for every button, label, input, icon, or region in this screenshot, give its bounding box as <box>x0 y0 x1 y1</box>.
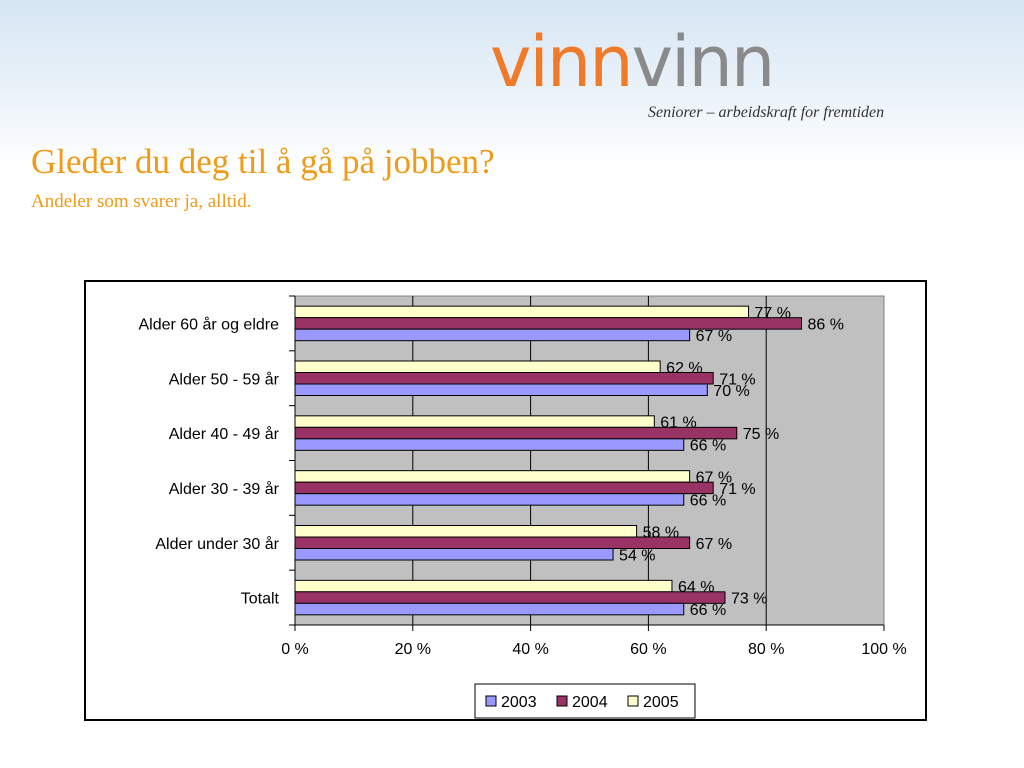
category-label: Alder 60 år og eldre <box>138 315 279 333</box>
data-label-2004: 67 % <box>696 536 732 553</box>
bar-2003 <box>294 383 708 396</box>
data-label-2003: 67 % <box>696 328 732 345</box>
plot-area <box>294 295 885 626</box>
x-tick-label: 80 % <box>748 641 784 658</box>
data-label-2003: 54 % <box>619 547 655 564</box>
bar-2004 <box>294 481 714 495</box>
legend-label-2005: 2005 <box>643 694 679 711</box>
bar-2004 <box>294 372 714 385</box>
x-tick-label: 40 % <box>512 641 548 658</box>
category-label: Totalt <box>241 591 280 608</box>
data-label-2003: 66 % <box>690 602 726 619</box>
legend-label-2003: 2003 <box>501 694 537 711</box>
data-label-2004: 86 % <box>808 316 844 333</box>
data-label-2004: 71 % <box>719 481 755 498</box>
bar-2005 <box>294 360 661 373</box>
chart-frame: 0 % 20 % 40 % 60 % 80 % 100 % Alder 60 år og e… <box>84 280 927 721</box>
data-label-2003: 66 % <box>690 492 726 509</box>
x-tick-label: 0 % <box>281 641 309 658</box>
x-tick-label: 100 % <box>861 641 906 658</box>
legend-label-2004: 2004 <box>572 694 608 711</box>
legend-swatch-2004 <box>556 695 568 707</box>
page-title: Gleder du deg til å gå på jobben? <box>31 142 495 181</box>
vinnvinn-logo: vinnvinn <box>490 21 776 103</box>
data-label-2004: 75 % <box>743 426 779 443</box>
logo-tagline: Seniorer – arbeidskraft for fremtiden <box>648 104 885 121</box>
x-tick-label: 60 % <box>630 641 666 658</box>
bar-2004 <box>294 426 738 440</box>
category-label: Alder 50 - 59 år <box>169 370 280 388</box>
bar-2005 <box>294 525 638 538</box>
legend-swatch-2005 <box>627 695 639 707</box>
bar-2005 <box>294 470 691 483</box>
bar-chart: 0 % 20 % 40 % 60 % 80 % 100 % Alder 60 år og e… <box>138 295 907 719</box>
x-tick-label: 20 % <box>395 641 431 658</box>
data-label-2004: 71 % <box>719 371 755 388</box>
bar-2005 <box>294 579 673 593</box>
bar-2004 <box>294 591 726 604</box>
legend-swatch-2003 <box>485 695 497 707</box>
data-label-2003: 70 % <box>713 383 749 400</box>
bar-2003 <box>294 328 691 342</box>
category-label: Alder under 30 år <box>155 535 279 553</box>
category-label: Alder 40 - 49 år <box>169 425 280 443</box>
bar-2003 <box>294 602 685 616</box>
logo-part-gray: vinn <box>631 21 776 103</box>
bar-2003 <box>294 548 614 561</box>
bar-2005 <box>294 305 750 319</box>
bar-2005 <box>294 415 655 428</box>
page-subtitle: Andeler som svarer ja, alltid. <box>31 191 252 212</box>
category-label: Alder 30 - 39 år <box>169 480 280 498</box>
chart-legend: 2003 2004 2005 <box>474 683 696 719</box>
bar-2003 <box>294 438 685 451</box>
bar-2003 <box>294 493 685 506</box>
data-label-2004: 73 % <box>731 591 767 608</box>
logo-part-orange: vinn <box>490 21 634 103</box>
legend-box <box>474 683 696 719</box>
data-label-2003: 66 % <box>690 438 726 455</box>
